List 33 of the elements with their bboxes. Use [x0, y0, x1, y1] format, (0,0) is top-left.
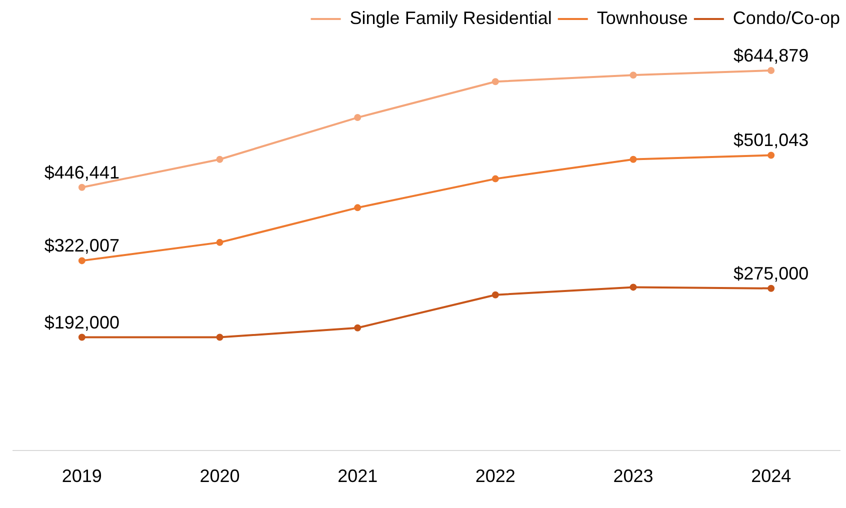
point — [354, 114, 362, 122]
point — [78, 257, 86, 264]
x-tick-label: 2021 — [338, 466, 378, 486]
point — [492, 175, 499, 182]
data-label: $275,000 — [734, 263, 809, 284]
point — [768, 152, 775, 159]
point — [78, 184, 86, 191]
x-tick-label: 2023 — [613, 466, 654, 486]
point — [216, 156, 224, 163]
legend-label: Condo/Co-op — [732, 8, 840, 28]
point — [630, 284, 637, 291]
x-tick-label: 2022 — [475, 466, 516, 486]
legend-label: Townhouse — [596, 8, 688, 28]
point — [354, 324, 362, 332]
point — [492, 78, 499, 86]
point — [768, 284, 775, 292]
x-tick-label: 2020 — [200, 466, 240, 486]
point — [630, 72, 637, 79]
point — [492, 291, 499, 298]
x-tick-label: 2019 — [62, 466, 102, 486]
point — [630, 156, 637, 163]
point — [78, 334, 86, 341]
point — [768, 66, 775, 74]
point — [216, 238, 224, 246]
data-label: $644,879 — [734, 45, 809, 66]
legend-label: Single Family Residential — [350, 8, 552, 28]
data-label: $446,441 — [44, 162, 120, 182]
data-label: $322,007 — [44, 236, 120, 256]
point — [354, 204, 362, 212]
data-label: $501,043 — [734, 130, 809, 150]
point — [216, 334, 224, 341]
x-tick-label: 2024 — [751, 466, 792, 486]
data-label: $192,000 — [44, 312, 120, 332]
